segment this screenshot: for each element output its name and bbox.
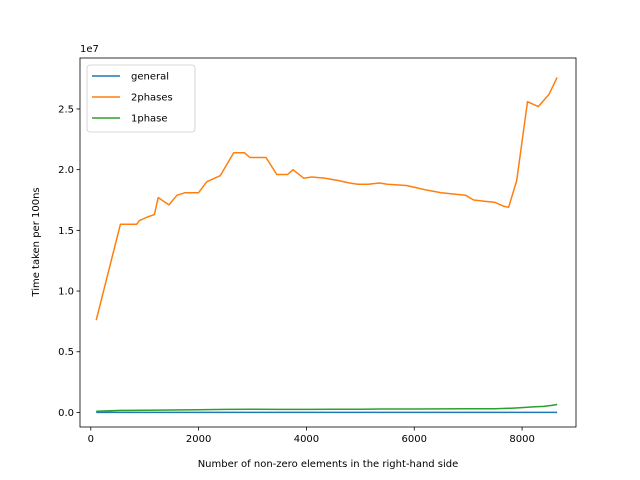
legend-label-2phases: 2phases	[131, 93, 173, 104]
y-ticks: 0.0 0.5 1.0 1.5 2.0 2.5	[58, 104, 80, 419]
legend: general 2phases 1phase	[86, 64, 196, 133]
y-tick-label: 1.5	[58, 226, 74, 237]
legend-label-general: general	[131, 72, 169, 83]
x-tick-label: 8000	[509, 434, 534, 445]
plot-frame	[79, 57, 577, 428]
y-axis-label: Time taken per 100ns	[31, 187, 42, 297]
series-line-1phase	[96, 403, 558, 412]
y-tick-label: 1.0	[58, 287, 74, 298]
legend-box	[86, 64, 196, 133]
legend-label-1phase: 1phase	[131, 114, 168, 125]
y-tick-label: 2.5	[58, 104, 74, 115]
x-tick-label: 4000	[294, 434, 319, 445]
x-ticks: 0 2000 4000 6000 8000	[88, 427, 535, 445]
x-axis-label: Number of non-zero elements in the right…	[198, 459, 459, 470]
y-offset-label: 1e7	[80, 44, 99, 55]
y-tick-label: 0.0	[58, 408, 74, 419]
y-tick-label: 0.5	[58, 347, 74, 358]
legend-items: general 2phases 1phase	[92, 72, 173, 125]
x-tick-label: 2000	[186, 434, 211, 445]
series-layer	[95, 77, 558, 414]
x-tick-label: 6000	[402, 434, 427, 445]
series-line-2phases	[95, 77, 558, 321]
x-tick-label: 0	[88, 434, 94, 445]
y-tick-label: 2.0	[58, 165, 74, 176]
